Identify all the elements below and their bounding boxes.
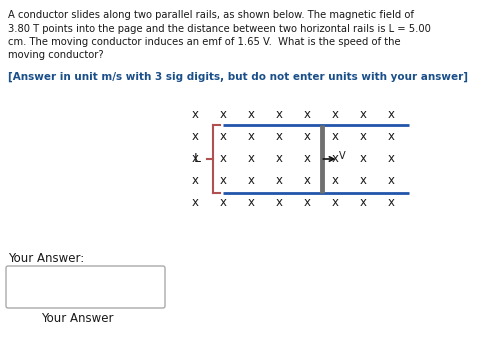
Text: 3.80 T points into the page and the distance between two horizontal rails is L =: 3.80 T points into the page and the dist… (8, 23, 431, 34)
Text: V: V (339, 151, 346, 161)
Text: x: x (220, 175, 226, 188)
Text: x: x (192, 131, 199, 144)
Text: Your Answer: Your Answer (41, 312, 114, 325)
Text: x: x (303, 196, 310, 210)
Text: x: x (220, 196, 226, 210)
Text: x: x (192, 196, 199, 210)
Text: x: x (247, 108, 255, 121)
Text: x: x (192, 108, 199, 121)
Text: x: x (247, 153, 255, 166)
Text: x: x (388, 131, 395, 144)
Text: L: L (194, 153, 201, 166)
FancyBboxPatch shape (6, 266, 165, 308)
Text: x: x (220, 108, 226, 121)
Text: x: x (332, 175, 339, 188)
Text: x: x (276, 153, 283, 166)
Text: x: x (332, 196, 339, 210)
Text: A conductor slides along two parallel rails, as shown below. The magnetic field : A conductor slides along two parallel ra… (8, 10, 414, 20)
Text: x: x (359, 108, 366, 121)
Text: x: x (359, 153, 366, 166)
Text: x: x (247, 196, 255, 210)
Text: x: x (220, 131, 226, 144)
Text: x: x (247, 175, 255, 188)
Text: x: x (303, 131, 310, 144)
Text: x: x (388, 108, 395, 121)
Text: x: x (332, 108, 339, 121)
Text: x: x (276, 175, 283, 188)
Text: x: x (303, 108, 310, 121)
Text: x: x (359, 131, 366, 144)
Text: Your Answer:: Your Answer: (8, 252, 84, 265)
Text: x: x (192, 153, 199, 166)
Text: x: x (276, 108, 283, 121)
Text: x: x (276, 131, 283, 144)
Text: x: x (388, 196, 395, 210)
Text: x: x (303, 153, 310, 166)
Text: cm. The moving conductor induces an emf of 1.65 V.  What is the speed of the: cm. The moving conductor induces an emf … (8, 37, 401, 47)
Text: x: x (276, 196, 283, 210)
Text: x: x (220, 153, 226, 166)
Text: x: x (247, 131, 255, 144)
Text: x: x (332, 153, 339, 166)
Text: x: x (388, 175, 395, 188)
Text: moving conductor?: moving conductor? (8, 50, 104, 61)
Text: x: x (192, 175, 199, 188)
Text: x: x (359, 196, 366, 210)
Text: [Answer in unit m/s with 3 sig digits, but do not enter units with your answer]: [Answer in unit m/s with 3 sig digits, b… (8, 72, 468, 82)
Text: x: x (303, 175, 310, 188)
Text: x: x (388, 153, 395, 166)
Text: x: x (332, 131, 339, 144)
Text: x: x (359, 175, 366, 188)
